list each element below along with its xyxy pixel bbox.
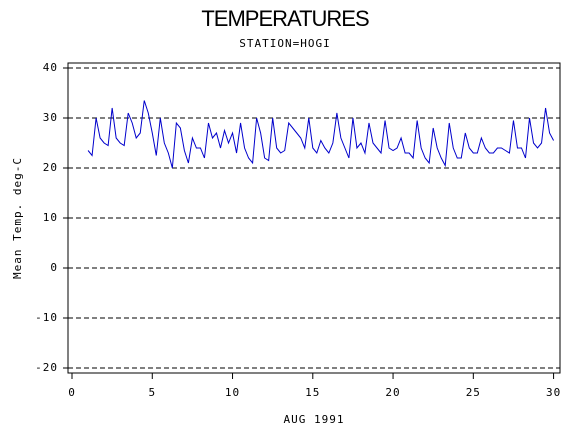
y-tick-label: 30: [43, 111, 58, 124]
x-tick-label: 30: [546, 386, 561, 399]
y-tick-label: 20: [43, 161, 58, 174]
y-axis-label: Mean Temp. deg-C: [11, 157, 24, 279]
x-tick-label: 5: [148, 386, 156, 399]
x-tick-label: 25: [466, 386, 481, 399]
y-tick-label: 0: [50, 261, 58, 274]
y-tick-label: 10: [43, 211, 58, 224]
x-tick-label: 10: [225, 386, 240, 399]
data-line: [87, 100, 555, 169]
chart-title: TEMPERATURES: [201, 6, 369, 31]
x-tick-label: 20: [385, 386, 400, 399]
x-axis-label: AUG 1991: [284, 413, 345, 426]
y-tick-label: -10: [35, 311, 58, 324]
chart-subtitle: STATION=HOGI: [239, 37, 330, 50]
x-tick-label: 15: [305, 386, 320, 399]
y-tick-label: 40: [43, 61, 58, 74]
y-tick-label: -20: [35, 361, 58, 374]
x-tick-label: 0: [68, 386, 76, 399]
